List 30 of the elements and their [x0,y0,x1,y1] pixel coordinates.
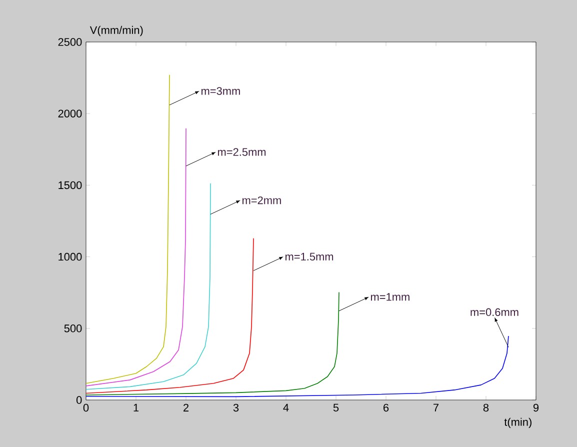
x-tick-label: 7 [434,404,438,412]
x-axis-title: t(min) [504,418,532,428]
line-series [86,238,254,394]
x-tick-label: 3 [233,404,239,412]
y-tick-label: 1000 [58,252,82,261]
x-tick-label: 0 [83,404,89,412]
y-tick-label: 500 [64,324,82,332]
line-series [86,292,340,396]
line-series [86,128,186,386]
annotation: m=2.5mm [218,148,266,156]
x-tick-label: 8 [483,404,489,412]
y-tick-label: 2000 [58,110,82,118]
x-tick-label: 2 [184,404,189,412]
line-series [86,182,211,390]
annotation: m=1.5mm [285,252,334,260]
x-tick-label: 9 [533,404,539,412]
annotation: m=2mm [242,196,281,204]
y-tick-label: 1500 [58,181,82,190]
y-tick-label: 0 [76,396,82,404]
annotation: m=0.6mm [470,308,518,316]
annotation: m=1mm [370,293,410,301]
y-tick-label: 2500 [58,38,82,46]
x-tick-label: 1 [134,404,139,412]
annotation: m=3mm [201,87,240,95]
x-tick-label: 6 [384,404,389,412]
line-series [86,336,509,398]
y-axis-title: V(mm/min) [90,26,143,36]
line-series [86,74,170,384]
x-tick-label: 5 [333,404,339,412]
x-tick-label: 4 [283,404,289,412]
